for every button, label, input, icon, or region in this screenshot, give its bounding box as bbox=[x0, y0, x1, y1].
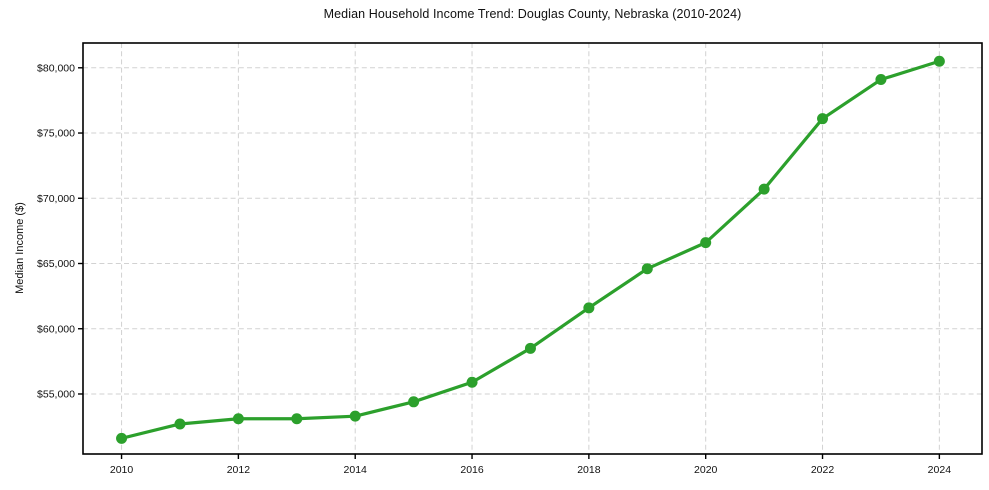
data-point-2024 bbox=[933, 55, 945, 67]
x-tick-label: 2022 bbox=[811, 464, 835, 476]
y-tick-label: $65,000 bbox=[37, 258, 75, 270]
x-tick-label: 2024 bbox=[928, 464, 952, 476]
y-tick-label: $80,000 bbox=[37, 62, 75, 74]
data-point-2020 bbox=[700, 237, 712, 249]
chart-title: Median Household Income Trend: Douglas C… bbox=[323, 7, 742, 21]
y-tick-label: $75,000 bbox=[37, 128, 75, 140]
x-tick-label: 2018 bbox=[577, 464, 601, 476]
data-point-2014 bbox=[349, 410, 361, 422]
data-point-2016 bbox=[466, 376, 478, 388]
y-tick-label: $60,000 bbox=[37, 323, 75, 335]
data-point-2010 bbox=[116, 432, 128, 444]
trend-line bbox=[119, 59, 941, 440]
data-point-2019 bbox=[641, 263, 653, 275]
y-tick-label: $55,000 bbox=[37, 389, 75, 401]
plot-border bbox=[82, 42, 983, 455]
data-point-2018 bbox=[583, 302, 595, 314]
x-tick-label: 2012 bbox=[227, 464, 251, 476]
data-point-2022 bbox=[817, 113, 829, 125]
data-point-2023 bbox=[875, 74, 887, 86]
y-axis-label: Median Income ($) bbox=[14, 202, 26, 294]
x-tick-label: 2020 bbox=[694, 464, 718, 476]
y-tick-label: $70,000 bbox=[37, 193, 75, 205]
data-point-2017 bbox=[524, 342, 536, 354]
data-point-2012 bbox=[232, 413, 244, 425]
data-point-2011 bbox=[174, 418, 186, 430]
x-tick-label: 2010 bbox=[110, 464, 134, 476]
data-point-2013 bbox=[291, 413, 303, 425]
x-tick-label: 2014 bbox=[344, 464, 368, 476]
x-tick-label: 2016 bbox=[460, 464, 484, 476]
data-point-2015 bbox=[408, 396, 420, 408]
data-point-2021 bbox=[758, 183, 770, 195]
